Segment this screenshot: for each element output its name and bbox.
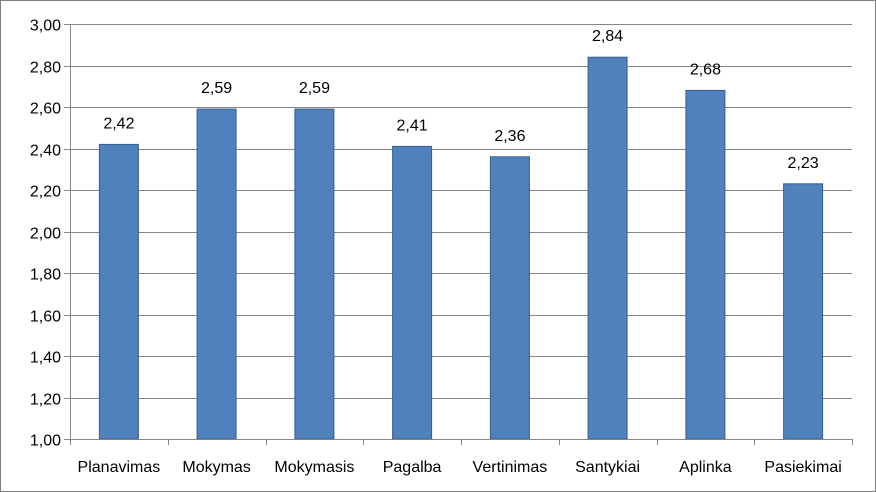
data-label: 2,42 bbox=[103, 115, 134, 132]
x-tick-label: Mokymas bbox=[182, 459, 250, 476]
data-label: 2,68 bbox=[690, 61, 721, 78]
bar-pasiekimai bbox=[783, 183, 824, 440]
x-tick-label: Aplinka bbox=[679, 459, 732, 476]
y-tick-label: 1,20 bbox=[30, 392, 61, 409]
y-tick-label: 1,60 bbox=[30, 309, 61, 326]
y-tick-label: 2,40 bbox=[30, 143, 61, 160]
y-tick-label: 2,80 bbox=[30, 60, 61, 77]
x-tick-labels: Planavimas Mokymas Mokymasis Pagalba Vertini… bbox=[78, 459, 842, 476]
axes bbox=[64, 24, 853, 445]
y-tick-label: 2,00 bbox=[30, 226, 61, 243]
data-labels: 2,42 2,59 2,59 2,41 2,36 2,84 2,68 2,23 bbox=[103, 28, 818, 172]
data-label: 2,41 bbox=[397, 117, 428, 134]
y-tick-label: 1,40 bbox=[30, 350, 61, 367]
y-tick-label: 1,00 bbox=[30, 433, 61, 450]
y-tick-label: 3,00 bbox=[30, 18, 61, 35]
bar-aplinka bbox=[685, 89, 726, 440]
y-tick-label: 2,60 bbox=[30, 101, 61, 118]
data-label: 2,84 bbox=[592, 28, 623, 45]
bar-planavimas bbox=[98, 143, 139, 440]
y-tick-labels: 1,00 1,20 1,40 1,60 1,80 2,00 2,20 2,40 2,60 2,80… bbox=[30, 18, 61, 450]
bars bbox=[98, 56, 824, 440]
x-tick-label: Pasiekimai bbox=[764, 459, 841, 476]
x-tick-label: Vertinimas bbox=[473, 459, 548, 476]
bar-mokymasis bbox=[294, 108, 335, 440]
gridlines bbox=[70, 24, 852, 399]
bar-santykiai bbox=[587, 56, 628, 440]
data-label: 2,23 bbox=[788, 155, 819, 172]
y-tick-label: 2,20 bbox=[30, 184, 61, 201]
x-tick-label: Pagalba bbox=[383, 459, 442, 476]
bar-vertinimas bbox=[489, 156, 530, 440]
data-label: 2,36 bbox=[494, 128, 525, 145]
bar-mokymas bbox=[196, 108, 237, 440]
y-tick-label: 1,80 bbox=[30, 267, 61, 284]
x-tick-label: Planavimas bbox=[78, 459, 161, 476]
data-label: 2,59 bbox=[201, 80, 232, 97]
data-label: 2,59 bbox=[299, 80, 330, 97]
x-tick-label: Mokymasis bbox=[274, 459, 354, 476]
x-tick-label: Santykiai bbox=[575, 459, 640, 476]
bar-pagalba bbox=[392, 145, 433, 440]
